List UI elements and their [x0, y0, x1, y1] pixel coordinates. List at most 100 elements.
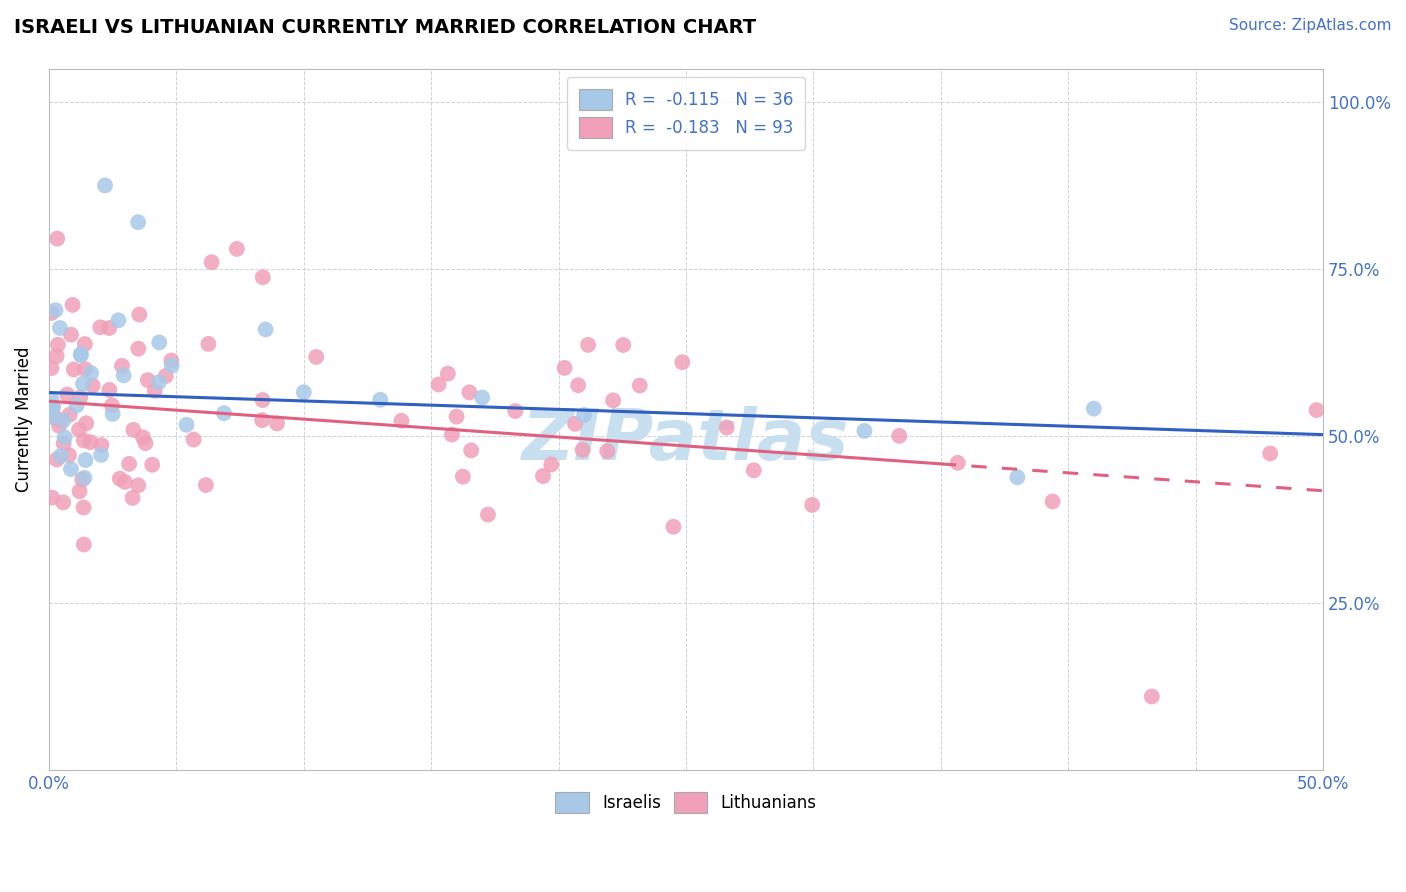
Point [132, 430, 155, 444]
Point [571, 442, 593, 457]
Point [176, 417, 198, 432]
Point [112, 368, 135, 383]
Point [52, 413, 75, 427]
Y-axis label: Currently Married: Currently Married [15, 346, 32, 492]
Point [73, 537, 96, 551]
Point [49, 449, 72, 463]
Point [98, 383, 121, 397]
Point [141, 458, 163, 472]
Point [72, 473, 94, 487]
Point [72, 376, 94, 391]
Point [59, 462, 82, 476]
Point [134, 436, 156, 450]
Point [567, 378, 589, 392]
Point [42, 400, 65, 414]
Point [602, 393, 624, 408]
Point [148, 375, 170, 389]
Point [946, 456, 969, 470]
Point [458, 385, 481, 400]
Point [128, 308, 150, 322]
Point [52, 436, 75, 450]
Point [252, 270, 274, 285]
Point [108, 472, 131, 486]
Point [1305, 403, 1327, 417]
Point [671, 355, 693, 369]
Point [41, 491, 63, 505]
Point [75, 362, 97, 376]
Point [368, 392, 391, 407]
Point [155, 368, 177, 383]
Point [1007, 470, 1029, 484]
Point [52, 495, 75, 509]
Point [1140, 690, 1163, 704]
Point [62, 362, 84, 376]
Point [56, 387, 79, 401]
Point [49, 321, 72, 335]
Point [197, 337, 219, 351]
Point [90, 448, 112, 462]
Point [70, 348, 93, 362]
Legend: Israelis, Lithuanians: Israelis, Lithuanians [544, 780, 828, 825]
Point [114, 475, 136, 489]
Point [531, 469, 554, 483]
Point [62, 298, 84, 312]
Point [801, 498, 824, 512]
Point [628, 378, 651, 392]
Point [45, 411, 67, 425]
Point [742, 463, 765, 477]
Point [82, 378, 104, 392]
Point [148, 335, 170, 350]
Point [391, 414, 413, 428]
Point [73, 434, 96, 448]
Point [1042, 494, 1064, 508]
Point [53, 430, 76, 444]
Point [889, 429, 911, 443]
Text: Source: ZipAtlas.com: Source: ZipAtlas.com [1229, 18, 1392, 33]
Point [75, 453, 97, 467]
Point [1258, 446, 1281, 460]
Point [46, 232, 69, 246]
Point [41, 401, 63, 415]
Point [59, 408, 82, 422]
Point [89, 320, 111, 334]
Point [101, 407, 124, 421]
Point [194, 478, 217, 492]
Point [41, 409, 63, 424]
Point [427, 377, 450, 392]
Point [69, 391, 91, 405]
Point [80, 366, 103, 380]
Point [716, 420, 738, 434]
Point [612, 338, 634, 352]
Point [111, 359, 134, 373]
Point [143, 384, 166, 398]
Point [572, 408, 595, 422]
Point [212, 406, 235, 420]
Point [67, 423, 90, 437]
Point [41, 400, 63, 414]
Point [160, 353, 183, 368]
Point [596, 444, 619, 458]
Point [122, 423, 145, 437]
Point [250, 413, 273, 427]
Point [437, 367, 460, 381]
Point [94, 178, 117, 193]
Point [121, 491, 143, 505]
Point [118, 457, 141, 471]
Point [45, 452, 67, 467]
Point [44, 303, 66, 318]
Point [46, 337, 69, 351]
Point [292, 385, 315, 400]
Point [73, 471, 96, 485]
Point [201, 255, 224, 269]
Point [225, 242, 247, 256]
Point [59, 327, 82, 342]
Point [75, 416, 97, 430]
Point [101, 399, 124, 413]
Point [41, 361, 63, 376]
Point [79, 435, 101, 450]
Point [853, 424, 876, 438]
Point [305, 350, 328, 364]
Point [90, 438, 112, 452]
Point [65, 399, 87, 413]
Point [266, 417, 288, 431]
